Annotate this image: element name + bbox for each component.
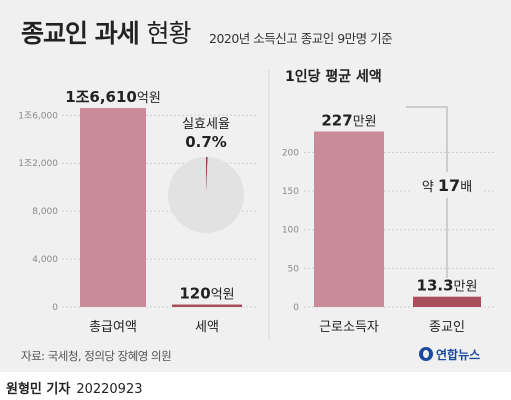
y-tick-right: 200: [282, 148, 299, 158]
author-name: 원형민 기자: [6, 382, 71, 397]
title-light: 현황: [146, 19, 191, 48]
right-chart-title: 1인당 평균 세액: [285, 68, 382, 85]
logo-text: 연합뉴스: [436, 348, 481, 362]
data-label-right: 227만원: [321, 112, 376, 130]
ratio-annotation: 약 17배: [422, 176, 472, 195]
bar-right: [413, 296, 481, 307]
pie-slice: [206, 157, 208, 195]
y-tick-left: 1조2,000: [18, 159, 58, 169]
data-label-left: 1조6,610억원: [65, 88, 161, 106]
bar-left: [172, 304, 242, 307]
title-bold: 종교인 과세: [21, 19, 140, 48]
x-category-right: 근로소득자: [319, 320, 379, 335]
page-subtitle: 2020년 소득신고 종교인 9만명 기준: [209, 31, 393, 46]
y-tick-right: 0: [293, 303, 299, 313]
bar-right: [314, 131, 384, 307]
y-tick-left: 4,000: [32, 255, 58, 265]
x-category-left: 총급여액: [89, 320, 137, 335]
comparison-bracket: [406, 106, 448, 278]
pie-title: 실효세율: [182, 117, 230, 132]
y-tick-right: 100: [282, 226, 299, 236]
y-tick-right: 50: [288, 264, 300, 274]
logo-icon: [419, 347, 433, 361]
y-tick-left: 1조6,000: [18, 111, 58, 121]
byline: 원형민 기자 20220923: [6, 378, 143, 397]
data-label-left: 120억원: [179, 285, 234, 303]
y-tick-left: 0: [52, 303, 58, 313]
y-tick-right: 150: [282, 187, 299, 197]
publish-date: 20220923: [76, 382, 143, 397]
pie-slice: [168, 157, 245, 234]
x-category-left: 세액: [195, 320, 219, 335]
bar-left: [80, 107, 146, 308]
source-note: 자료: 국세청, 정의당 장혜영 의원: [21, 349, 172, 363]
data-label-right: 13.3만원: [417, 277, 478, 295]
y-tick-left: 8,000: [32, 207, 58, 217]
page-title: 종교인 과세 현황: [21, 14, 191, 50]
annotation-background: [412, 172, 482, 198]
x-category-right: 종교인: [429, 320, 465, 335]
pie-value-label: 0.7%: [185, 133, 227, 151]
yonhap-logo: 연합뉴스: [419, 346, 480, 363]
